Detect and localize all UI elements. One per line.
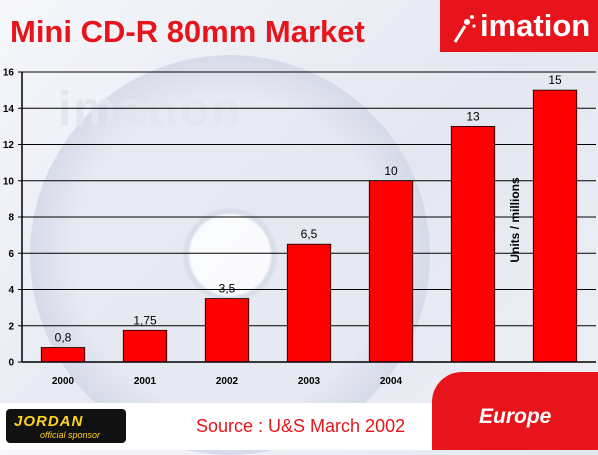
x-tick-label: 2003 [298, 376, 321, 387]
footer-accent [432, 372, 598, 450]
y-tick-label: 2 [8, 321, 14, 332]
x-tick-label: 2002 [216, 376, 239, 387]
bar-2004 [368, 180, 414, 363]
brand-spark-icon [453, 15, 476, 43]
y-tick-label: 4 [8, 285, 14, 296]
data-label: 10 [384, 164, 398, 178]
y-tick-label: 6 [8, 249, 14, 260]
brand-logo-text: imation [480, 8, 591, 43]
bar-2001 [122, 329, 168, 363]
brand-watermark: imation [58, 83, 243, 136]
bar-2000 [40, 347, 86, 363]
y-tick-label: 12 [3, 140, 15, 151]
sponsor-tagline: official sponsor [40, 430, 101, 440]
region-label: Europe [479, 405, 552, 428]
y-tick-label: 0 [8, 358, 14, 369]
y-tick-label: 10 [3, 176, 15, 187]
data-label: 6,5 [301, 227, 318, 241]
y-tick-label: 14 [3, 104, 15, 115]
bar-2003 [286, 243, 332, 363]
cd-disc-watermark [30, 55, 430, 455]
slide-title: Mini CD-R 80mm Market [10, 14, 365, 49]
bar-2002 [204, 298, 250, 363]
data-label: 15 [548, 73, 562, 87]
brand-logo-box [440, 0, 598, 52]
bar-2006 [532, 89, 578, 363]
source-note: Source : U&S March 2002 [196, 416, 406, 436]
data-label: 1,75 [133, 313, 157, 327]
bar-2005 [450, 125, 496, 363]
data-label: 13 [466, 109, 480, 123]
x-tick-label: 2004 [380, 376, 403, 387]
y-tick-label: 8 [8, 213, 14, 224]
y-tick-label: 16 [3, 68, 15, 79]
data-label: 3,5 [219, 282, 236, 296]
sponsor-name: JORDAN [14, 413, 84, 430]
data-label: 0,8 [55, 331, 72, 345]
sponsor-logo [6, 409, 126, 443]
x-tick-label: 2001 [134, 376, 157, 387]
y-axis-title: Units / millions [508, 177, 522, 263]
x-tick-label: 2000 [52, 376, 75, 387]
